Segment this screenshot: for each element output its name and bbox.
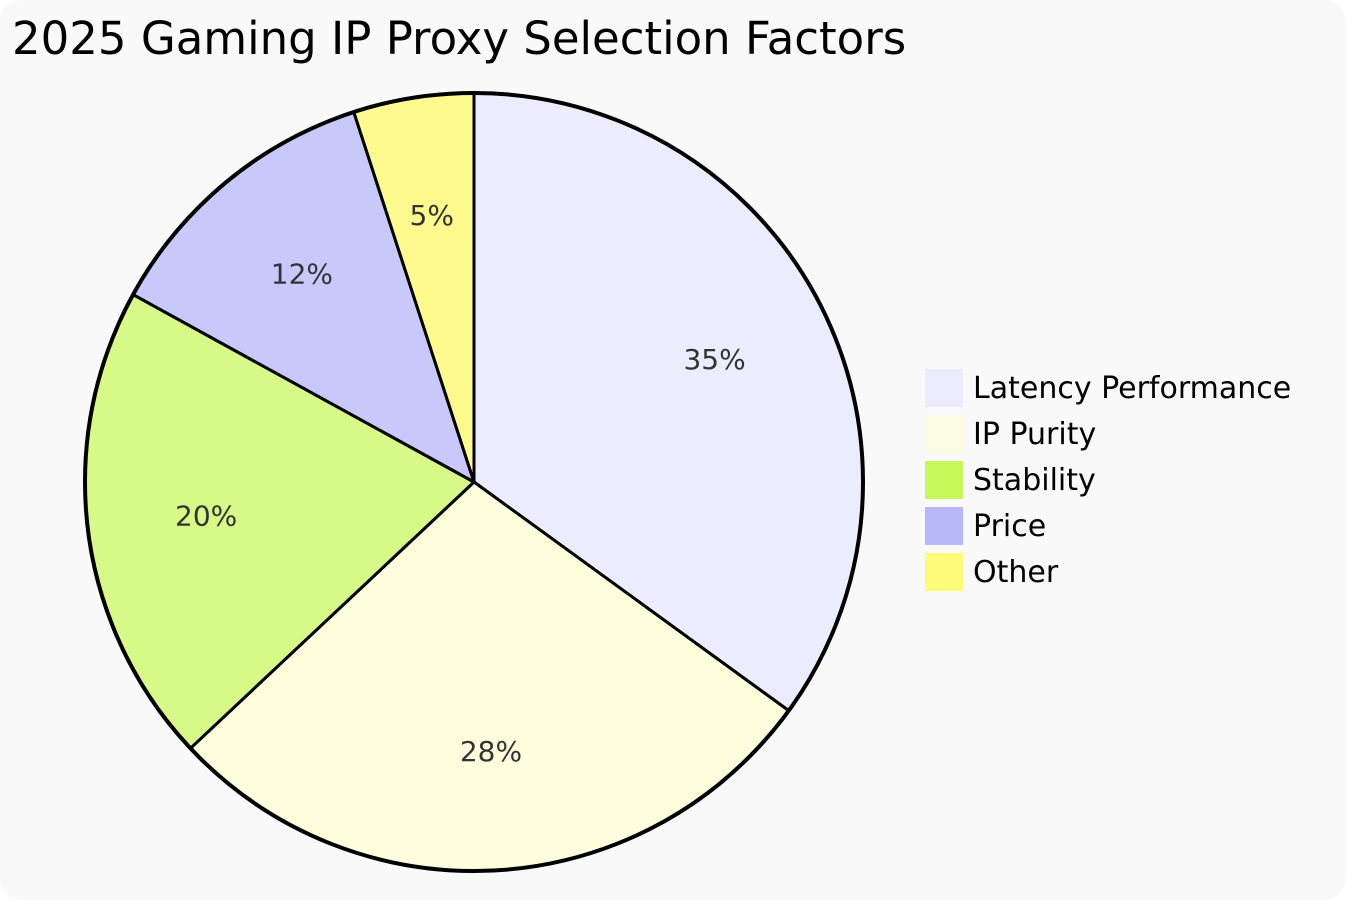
legend-swatch <box>925 507 963 545</box>
slice-label-ip-purity: 28% <box>460 735 522 768</box>
legend-label: Price <box>973 508 1047 544</box>
chart-title: 2025 Gaming IP Proxy Selection Factors <box>12 12 907 65</box>
legend-swatch <box>925 415 963 453</box>
legend-swatch <box>925 553 963 591</box>
legend-item-price: Price <box>925 503 1291 549</box>
legend-item-latency-performance: Latency Performance <box>925 365 1291 411</box>
legend-label: Latency Performance <box>973 370 1292 406</box>
legend-label: IP Purity <box>973 416 1097 452</box>
legend-swatch <box>925 461 963 499</box>
slice-label-latency-performance: 35% <box>683 343 745 376</box>
legend-item-other: Other <box>925 549 1291 595</box>
legend: Latency Performance IP Purity Stability … <box>925 365 1291 595</box>
legend-label: Other <box>973 554 1059 590</box>
slice-label-stability: 20% <box>175 499 237 532</box>
legend-label: Stability <box>973 462 1096 498</box>
pie-labels: 35% 28% 20% 12% 5% <box>175 199 746 768</box>
pie-outline <box>83 91 865 873</box>
legend-swatch <box>925 369 963 407</box>
slice-label-other: 5% <box>410 199 454 232</box>
legend-item-ip-purity: IP Purity <box>925 411 1291 457</box>
legend-item-stability: Stability <box>925 457 1291 503</box>
slice-label-price: 12% <box>271 257 333 290</box>
